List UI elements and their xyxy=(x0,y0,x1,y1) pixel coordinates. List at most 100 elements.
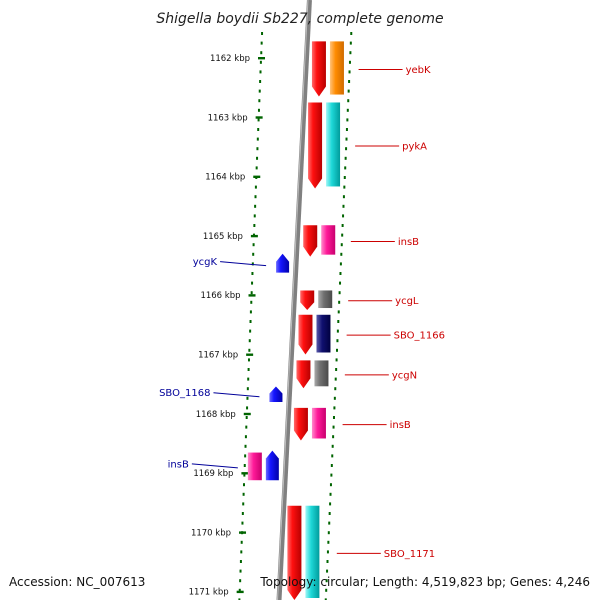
guide-dot xyxy=(339,281,342,285)
gene-label: ycgK xyxy=(193,257,218,268)
ruler-tick xyxy=(248,294,256,297)
ruler-dot xyxy=(239,579,242,583)
magenta-feature-bar xyxy=(321,225,336,255)
ruler-dot xyxy=(258,99,261,103)
ruler-dot xyxy=(242,483,245,487)
ruler-tick xyxy=(258,57,265,60)
guide-dot xyxy=(332,435,335,439)
features xyxy=(247,41,344,600)
guide-dot xyxy=(345,147,348,151)
ruler-dot xyxy=(254,195,257,199)
guide-dot xyxy=(333,396,336,400)
ruler-dot xyxy=(247,368,250,371)
gene-label-leader xyxy=(220,261,267,267)
ruler-dot xyxy=(249,310,252,314)
ruler-label: 1169 kbp xyxy=(193,469,233,479)
ruler-dot xyxy=(245,416,248,419)
guide-dot xyxy=(330,464,333,467)
ruler-dot xyxy=(251,272,254,275)
orange-feature-bar xyxy=(329,41,344,95)
guide-dot xyxy=(348,80,351,83)
guide-dot xyxy=(343,185,346,189)
guide-dot xyxy=(342,204,345,208)
ruler-dot xyxy=(257,128,260,131)
guide-dot xyxy=(344,156,347,160)
guide-dot xyxy=(328,521,331,525)
ruler-tick xyxy=(255,116,263,119)
ruler-dot xyxy=(260,51,263,55)
guide-dot xyxy=(336,329,339,333)
cds-arrow xyxy=(293,407,308,441)
ruler-tick xyxy=(241,472,249,475)
ruler-dot xyxy=(250,300,253,304)
ruler-dot xyxy=(242,492,245,496)
ruler-dot xyxy=(248,339,251,343)
guide-dot xyxy=(335,358,338,362)
gene-label: insB xyxy=(398,237,419,248)
ruler-dot xyxy=(254,204,257,208)
ruler-dot xyxy=(244,454,247,458)
ruler-dot xyxy=(243,473,246,477)
ruler-label: 1162 kbp xyxy=(210,54,250,64)
cds-arrow xyxy=(303,225,318,257)
ruler-tick xyxy=(236,590,244,594)
reverse-gene-arrow xyxy=(269,386,283,402)
guide-dot xyxy=(335,368,338,371)
guide-dot xyxy=(325,588,328,592)
ruler-dot xyxy=(243,464,246,467)
guide-dot xyxy=(348,70,351,74)
guide-dot xyxy=(337,320,340,323)
guide-dot xyxy=(343,176,346,179)
guide-dot xyxy=(341,224,344,227)
cds-arrow xyxy=(308,102,323,189)
guide-dot xyxy=(327,531,330,535)
ruler-dot xyxy=(240,540,243,544)
ruler-dot xyxy=(251,262,254,266)
ruler-label: 1163 kbp xyxy=(208,113,248,123)
navy-feature-bar xyxy=(316,314,331,353)
guide-dot xyxy=(347,99,350,103)
ruler-dot xyxy=(259,70,262,74)
ruler-label: 1168 kbp xyxy=(196,410,236,420)
cyan-feature-bar xyxy=(305,505,320,598)
guide-dot xyxy=(346,118,349,122)
ruler-dot xyxy=(251,281,254,285)
guide-dot xyxy=(325,579,328,583)
ruler-tick xyxy=(250,234,258,238)
guide-dot xyxy=(328,512,331,515)
gene-label: SBO_1168 xyxy=(159,388,210,399)
ruler-dot xyxy=(249,320,252,323)
guide-dot xyxy=(347,89,350,93)
guide-dot xyxy=(344,166,347,170)
cds-arrow xyxy=(296,360,311,389)
guide-dot xyxy=(330,473,333,477)
reverse-gene-arrow xyxy=(265,450,279,481)
guide-dot xyxy=(331,444,334,448)
grey-feature-bar xyxy=(318,290,333,309)
ruler-dot xyxy=(250,291,253,295)
cds-arrow xyxy=(287,505,302,600)
ruler-dot xyxy=(256,147,259,151)
guide-dot xyxy=(334,387,337,391)
gene-label-leader xyxy=(191,463,238,469)
ruler-dot xyxy=(248,348,251,352)
gene-label: SBO_1166 xyxy=(394,331,445,342)
ruler-tick xyxy=(239,531,247,534)
gene-label: SBO_1171 xyxy=(384,549,435,560)
guide-dot xyxy=(346,108,349,112)
guide-dot xyxy=(334,377,337,381)
ruler-label: 1171 kbp xyxy=(189,588,229,598)
ruler-dot xyxy=(253,214,256,218)
ruler-dot xyxy=(257,108,260,112)
guide-dot xyxy=(345,128,348,131)
ruler-dot xyxy=(240,550,243,554)
ruler-label: 1170 kbp xyxy=(191,528,231,538)
guide-dot xyxy=(329,502,332,506)
guide-dot xyxy=(336,339,339,343)
ruler-dot xyxy=(256,156,259,160)
ruler-label: 1166 kbp xyxy=(200,291,240,301)
ruler-dot xyxy=(241,521,244,525)
guide-dot xyxy=(348,60,351,64)
ruler: 1162 kbp 1163 kbp 1164 kbp 1165 kbp 1166 kbp… xyxy=(189,54,265,598)
ruler-dot xyxy=(253,224,256,227)
